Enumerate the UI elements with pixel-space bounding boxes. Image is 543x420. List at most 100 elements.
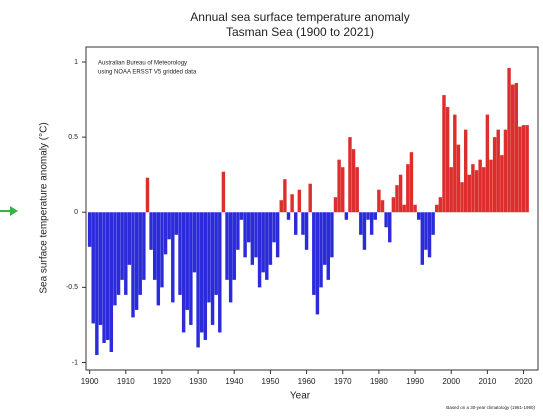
bar [87,212,92,247]
bar [207,212,211,303]
bar [348,137,352,213]
bar [362,212,367,250]
bar [286,212,291,220]
bar [319,212,323,288]
bar [482,167,486,213]
x-tick-label: 1910 [117,377,135,386]
bar [500,155,504,213]
bar [326,212,330,280]
bar [402,204,406,213]
bar [460,182,464,213]
bar [152,212,157,280]
bar [427,212,432,258]
bar [116,212,121,295]
bar [272,212,276,243]
bar [124,212,128,295]
bar [406,164,410,213]
bar [525,125,529,213]
bar [290,194,294,213]
bar [265,212,269,280]
bar [171,212,175,303]
bar [109,212,114,352]
bar [330,212,334,258]
bar [424,212,428,250]
bar [156,212,161,306]
bar [496,129,500,213]
x-tick-label: 2010 [478,377,496,386]
bar [199,212,204,333]
bar [268,212,273,265]
x-tick-label: 1930 [189,377,207,386]
bar [514,83,519,213]
bar [138,212,142,295]
y-axis-label: Sea surface temperature anomaly (°C) [39,122,50,293]
bar [113,212,117,306]
chart-subtitle: Tasman Sea (1900 to 2021) [226,25,374,39]
bar [438,197,443,213]
bar [142,212,146,280]
bar [283,179,287,213]
bar [304,212,309,250]
bar [391,197,396,213]
bar [416,212,421,220]
bar [333,197,338,213]
bar [388,212,392,243]
bar [185,212,189,310]
bar [192,212,197,273]
y-tick-label: -1 [72,359,78,366]
bar [377,189,381,213]
bar [160,212,164,288]
bar [95,212,99,355]
bar [308,183,312,213]
bar [301,212,305,235]
bar [341,167,345,213]
bar [442,95,446,213]
y-tick-label: 1 [74,59,78,66]
plot-frame [85,46,539,371]
x-tick-label: 1940 [225,377,243,386]
bar [297,189,302,213]
bar [351,149,356,213]
bar [366,212,370,220]
bar [105,212,110,340]
bar [453,114,457,213]
bar [174,212,179,235]
annotation: Australian Bureau of Meteorology [98,61,187,67]
bar [315,212,320,315]
bar [91,212,95,324]
x-tick-label: 1900 [81,377,99,386]
footnote: Based on a 30-year climatology (1961-199… [446,405,535,410]
bar [322,212,327,265]
bar [445,107,450,213]
bar [409,152,414,213]
bar [134,212,139,310]
bar [369,212,374,235]
bar [149,212,153,250]
bar [518,126,522,213]
bar [431,212,435,235]
bar [178,212,182,295]
bar [471,164,475,213]
bar [474,170,479,213]
bar [478,159,482,213]
bar [485,114,490,213]
bar [257,212,262,288]
bar [492,137,497,213]
bar [312,212,316,295]
annotation: using NOAA ERSST V5 gridded data [98,70,197,76]
bar [467,174,472,213]
bar [250,212,255,265]
bar [98,212,103,325]
bar [503,129,508,213]
y-tick-label: 0.5 [68,134,78,141]
bar [225,212,229,280]
bar [510,84,515,213]
x-tick-label: 1920 [153,377,171,386]
x-tick-label: 1960 [298,377,316,386]
bar [395,185,399,213]
bar [120,212,124,280]
bar [275,212,280,258]
bar [463,129,468,213]
